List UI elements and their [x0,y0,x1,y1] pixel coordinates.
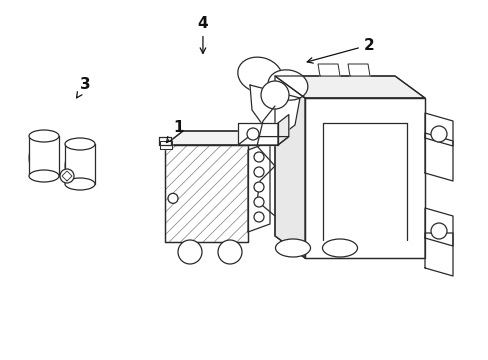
Polygon shape [424,113,452,146]
Text: 2: 2 [306,37,374,63]
Polygon shape [65,144,95,184]
Circle shape [178,240,202,264]
Text: 1: 1 [166,120,183,143]
Circle shape [430,126,446,142]
Text: 4: 4 [197,16,208,53]
Circle shape [246,128,259,140]
Polygon shape [424,233,452,276]
Polygon shape [347,64,369,76]
Ellipse shape [65,138,95,150]
Polygon shape [238,123,278,145]
Polygon shape [305,98,424,258]
Polygon shape [62,171,72,181]
Ellipse shape [29,130,59,142]
Text: 3: 3 [77,77,91,98]
Polygon shape [29,136,59,176]
Circle shape [253,152,264,162]
Polygon shape [160,141,172,149]
Polygon shape [164,145,247,242]
Circle shape [253,167,264,177]
Polygon shape [238,136,288,145]
Polygon shape [317,64,339,76]
Polygon shape [249,85,299,135]
Ellipse shape [65,178,95,190]
Circle shape [60,169,74,183]
Circle shape [253,197,264,207]
Ellipse shape [322,239,357,257]
Circle shape [168,193,178,203]
Ellipse shape [267,70,307,100]
Ellipse shape [29,170,59,182]
Circle shape [253,212,264,222]
Polygon shape [164,131,265,145]
Polygon shape [164,145,247,242]
Circle shape [261,81,288,109]
Circle shape [218,240,242,264]
Polygon shape [247,142,269,232]
Polygon shape [424,208,452,246]
Ellipse shape [237,57,282,93]
Polygon shape [274,76,424,98]
Polygon shape [278,114,288,145]
Circle shape [253,182,264,192]
Ellipse shape [275,239,310,257]
Polygon shape [159,137,171,145]
Polygon shape [274,76,305,258]
Circle shape [430,223,446,239]
Polygon shape [424,133,452,181]
Ellipse shape [29,139,59,177]
Ellipse shape [65,147,95,185]
